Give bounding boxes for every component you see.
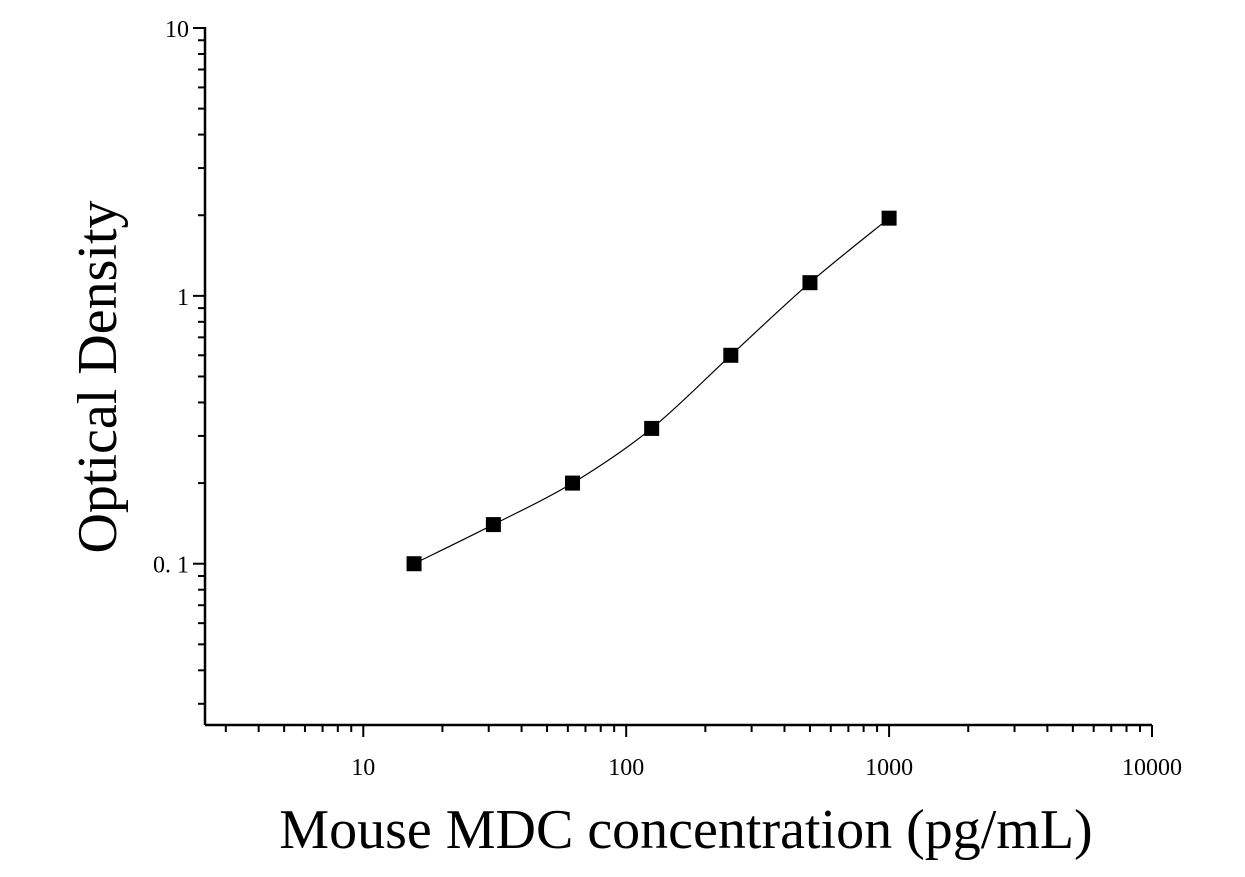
x-tick-label: 1000 <box>865 755 913 781</box>
y-axis-title: Optical Density <box>67 200 129 553</box>
x-axis-title: Mouse MDC concentration (pg/mL) <box>279 799 1092 861</box>
data-point <box>485 517 501 533</box>
y-ticks <box>193 27 205 705</box>
y-tick-label: 10 <box>165 17 189 43</box>
x-ticks <box>224 725 1153 737</box>
x-tick-label: 100 <box>608 755 644 781</box>
fit-curve <box>413 217 890 565</box>
y-tick-label: 0. 1 <box>153 553 189 579</box>
axes: 10 100 1000 10000 0. 1 1 10 <box>153 17 1182 781</box>
y-tick-labels: 0. 1 1 10 <box>153 17 189 579</box>
x-tick-labels: 10 100 1000 10000 <box>351 755 1182 781</box>
data-markers <box>406 210 897 572</box>
data-point <box>723 347 739 363</box>
y-tick-label: 1 <box>177 285 189 311</box>
data-point <box>802 275 818 291</box>
data-point <box>565 475 581 491</box>
plot-area <box>406 210 897 572</box>
data-point <box>644 420 660 436</box>
x-tick-label: 10 <box>351 755 375 781</box>
data-point <box>881 210 897 226</box>
x-tick-label: 10000 <box>1122 755 1182 781</box>
data-point <box>406 556 422 572</box>
